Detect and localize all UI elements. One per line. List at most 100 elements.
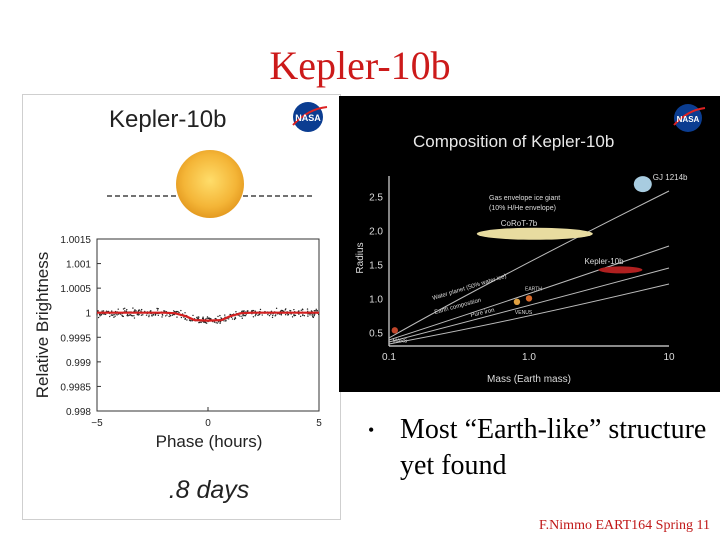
photometry-point [133, 315, 135, 317]
photometry-point [114, 315, 116, 317]
photometry-point [138, 309, 140, 312]
photometry-point [283, 310, 285, 312]
photometry-point [110, 314, 113, 316]
light-curve-svg: Kepler-10b NASA 1.00151.0011.000510.9995… [33, 102, 328, 504]
photometry-point [180, 316, 183, 319]
x-tick-label: 0.1 [382, 352, 396, 363]
photometry-point [97, 310, 99, 312]
photometry-point [303, 315, 306, 317]
y-tick-label: 0.998 [66, 407, 91, 418]
photometry-point [255, 313, 257, 316]
photometry-point [102, 310, 105, 312]
photometry-point [202, 316, 204, 318]
y-tick-labels: 1.0015 1.001 1.0005 1 0.9995 0.999 0.9985 0.998 [60, 235, 101, 418]
photometry-point [311, 314, 313, 316]
photometry-point [213, 321, 216, 323]
photometry-point [298, 310, 300, 312]
y-tick-label: 1.0005 [60, 284, 91, 295]
photometry-point [134, 309, 136, 311]
photometry-point [206, 317, 208, 320]
photometry-point [233, 318, 236, 321]
photometry-point [214, 317, 217, 320]
photometry-point [205, 322, 208, 324]
photometry-point [251, 309, 253, 312]
photometry-point [217, 315, 219, 318]
photometry-point [313, 310, 316, 312]
photometry-point [121, 315, 124, 317]
photometry-point [204, 321, 207, 324]
photometry-point [224, 314, 226, 316]
photometry-point [178, 311, 180, 314]
photometry-point [218, 321, 220, 323]
photometry-point [122, 308, 125, 310]
photometry-point [243, 314, 246, 317]
planet-marker-kepler-10b [598, 266, 643, 274]
photometry-point [243, 310, 245, 312]
photometry-point [177, 310, 179, 313]
photometry-point [254, 315, 257, 317]
transit-model-curve [97, 311, 319, 322]
photometry-point [192, 314, 194, 317]
photometry-point [175, 310, 178, 313]
earth-composition-curve [388, 267, 670, 343]
photometry-point [140, 314, 143, 316]
composition-title: Composition of Kepler-10b [413, 132, 614, 151]
photometry-point [184, 312, 186, 314]
photometry-point [148, 314, 150, 316]
pure-iron-curve [388, 283, 670, 345]
photometry-point [99, 315, 101, 317]
planet-marker-corot-7b [476, 227, 593, 240]
footer-credit: F.Nimmo EART164 Spring 11 [539, 518, 710, 533]
photometry-point [136, 313, 138, 316]
photometry-point [289, 309, 291, 312]
photometry-point [279, 313, 281, 315]
photometry-point [154, 314, 157, 316]
photometry-point [313, 313, 316, 316]
photometry-point [168, 315, 170, 318]
photometry-point [317, 313, 320, 316]
x-tick-label: 10 [663, 352, 675, 363]
photometry-point [223, 320, 225, 322]
photometry-point [275, 307, 278, 310]
photometry-point [197, 316, 199, 318]
photometry-point [186, 319, 188, 321]
photometry-point [313, 315, 316, 317]
photometry-point [258, 314, 260, 316]
y-tick-label: 1.001 [66, 260, 91, 271]
photometry-point [104, 313, 107, 316]
photometry-point [198, 321, 200, 324]
photometry-point [100, 314, 102, 316]
planet-label: Kepler-10b [584, 257, 624, 266]
y-tick-label: 2.0 [369, 226, 383, 237]
photometry-point [156, 309, 159, 311]
photometry-point [113, 316, 115, 318]
nasa-logo-icon: NASA [292, 102, 328, 132]
photometry-point [140, 308, 143, 311]
photometry-point [272, 314, 274, 317]
photometry-point [215, 322, 217, 324]
photometry-point [309, 314, 311, 316]
photometry-point [163, 310, 165, 312]
photometry-point [280, 309, 283, 312]
photometry-point [109, 315, 111, 318]
photometry-point [111, 310, 113, 312]
photometry-point [206, 316, 209, 318]
y-tick-labels: 2.5 2.0 1.5 1.0 0.5 [369, 192, 383, 339]
left-figure-heading: Kepler-10b [109, 106, 226, 133]
planet-marker-mars [391, 327, 398, 334]
photometry-point [291, 316, 294, 318]
photometry-point [280, 314, 283, 316]
photometry-point [254, 310, 257, 312]
photometry-point [231, 318, 234, 320]
photometry-point [180, 309, 182, 312]
photometry-point [300, 309, 302, 311]
curve-label-iron: Pure iron [470, 308, 495, 319]
photometry-point [151, 314, 153, 316]
photometry-point [238, 315, 241, 317]
planet-points: GJ 1214b CoRoT-7b Kepler-10b EARTH VENUS MARS [391, 173, 688, 344]
photometry-point [284, 313, 287, 316]
y-tick-label: 2.5 [369, 192, 383, 203]
x-tick-label: −5 [91, 418, 103, 429]
y-tick-label: 0.9995 [60, 333, 91, 344]
x-axis-label: Phase (hours) [156, 432, 263, 451]
